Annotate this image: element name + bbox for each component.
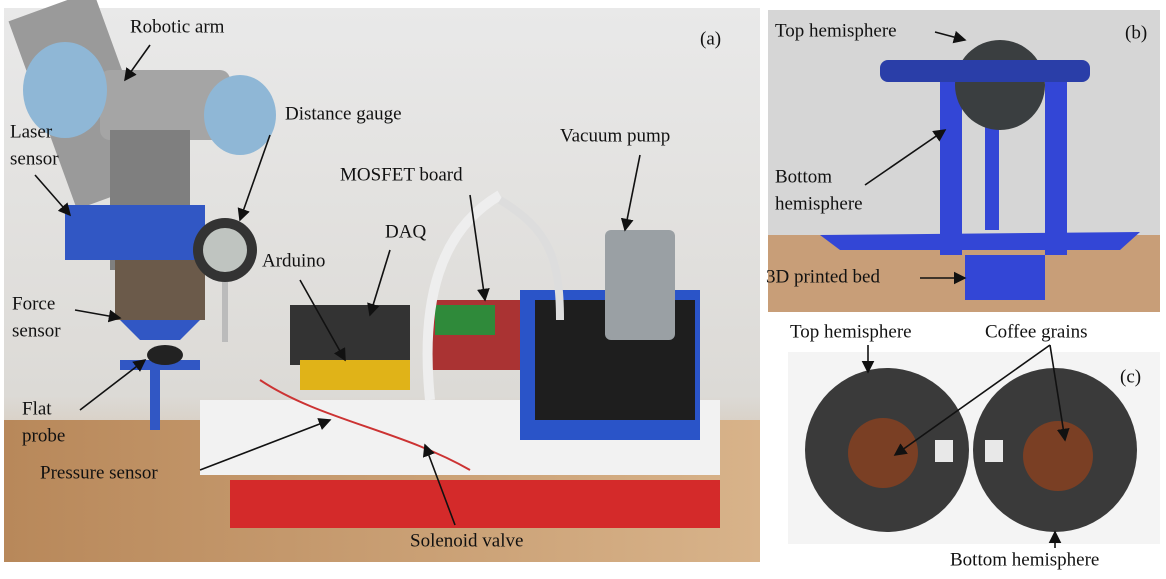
annotation-label: probe — [22, 425, 65, 446]
photo-a — [4, 0, 760, 562]
annotation-label: Laser — [10, 121, 53, 142]
annotation-label: DAQ — [385, 221, 426, 242]
annotation-label: Robotic arm — [130, 16, 225, 37]
annotation-label: 3D printed bed — [766, 266, 880, 287]
annotation-label: Arduino — [262, 250, 325, 271]
photo-b — [768, 10, 1160, 312]
panel-tag: (c) — [1120, 366, 1141, 387]
annotation-label: Coffee grains — [985, 321, 1088, 342]
annotation-label: Bottom hemisphere — [950, 549, 1099, 570]
annotation-label: Distance gauge — [285, 103, 402, 124]
annotation-label: Pressure sensor — [40, 462, 158, 483]
annotation-label: sensor — [12, 320, 61, 341]
annotation-label: Top hemisphere — [775, 20, 897, 41]
annotation-label: MOSFET board — [340, 164, 463, 185]
photo-c — [788, 352, 1160, 544]
annotation-label: Bottom — [775, 166, 832, 187]
annotation-label: Solenoid valve — [410, 530, 523, 551]
annotation-label: Top hemisphere — [790, 321, 912, 342]
panel-tag: (b) — [1125, 22, 1147, 43]
annotation-label: Vacuum pump — [560, 125, 670, 146]
annotation-label: sensor — [10, 148, 59, 169]
annotation-label: Flat — [22, 398, 52, 419]
panel-tag: (a) — [700, 28, 721, 49]
labels: (a) Robotic arm Distance gauge Laser sensor M… — [10, 16, 1147, 570]
annotation-label: hemisphere — [775, 193, 863, 214]
arrows — [34, 30, 1070, 548]
annotation-label: Force — [12, 293, 55, 314]
